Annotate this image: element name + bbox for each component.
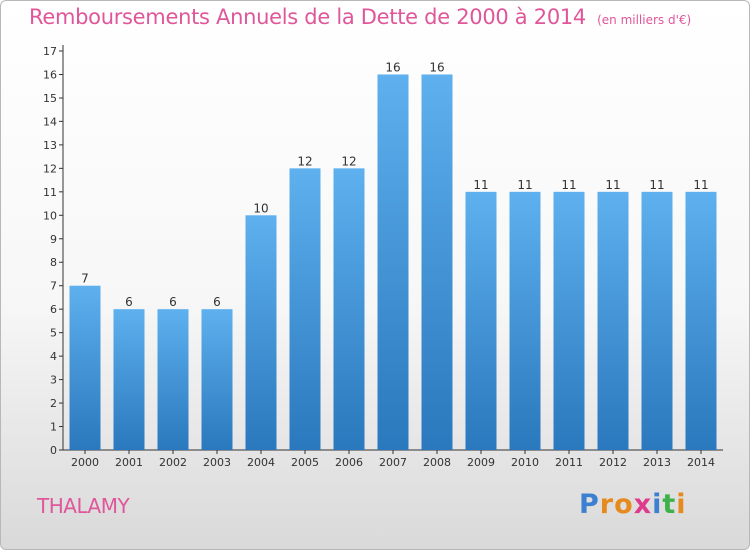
logo-letter: i bbox=[652, 489, 663, 520]
bar-value-label: 12 bbox=[341, 154, 356, 168]
chart-title: Remboursements Annuels de la Dette de 20… bbox=[29, 5, 691, 29]
bar-value-label: 6 bbox=[169, 295, 177, 309]
y-tick-label: 4 bbox=[50, 350, 57, 363]
bar bbox=[597, 191, 629, 450]
bar-value-label: 11 bbox=[473, 178, 488, 192]
x-tick-label: 2006 bbox=[335, 456, 363, 469]
x-tick-label: 2003 bbox=[203, 456, 231, 469]
y-tick-label: 8 bbox=[50, 256, 57, 269]
bar-value-label: 12 bbox=[297, 154, 312, 168]
bar bbox=[201, 309, 233, 450]
bar bbox=[157, 309, 189, 450]
bar-value-label: 10 bbox=[253, 201, 268, 215]
y-tick-label: 10 bbox=[43, 209, 57, 222]
bar-value-label: 11 bbox=[605, 178, 620, 192]
x-tick-label: 2011 bbox=[555, 456, 583, 469]
bar-value-label: 6 bbox=[125, 295, 133, 309]
y-tick-label: 13 bbox=[43, 139, 57, 152]
bar-value-label: 16 bbox=[385, 60, 400, 74]
logo-letter: x bbox=[633, 489, 653, 520]
bar-value-label: 7 bbox=[81, 272, 89, 286]
y-tick-label: 9 bbox=[50, 233, 57, 246]
y-tick-label: 2 bbox=[50, 397, 57, 410]
x-tick-label: 2007 bbox=[379, 456, 407, 469]
bar bbox=[289, 168, 321, 450]
x-tick-label: 2012 bbox=[599, 456, 627, 469]
unit-label: (en milliers d'€) bbox=[597, 13, 692, 27]
x-tick-label: 2000 bbox=[71, 456, 99, 469]
bar bbox=[465, 191, 497, 450]
bar-value-label: 6 bbox=[213, 295, 221, 309]
x-tick-label: 2009 bbox=[467, 456, 495, 469]
logo-letter: o bbox=[614, 489, 634, 520]
x-tick-label: 2010 bbox=[511, 456, 539, 469]
y-tick-label: 0 bbox=[50, 444, 57, 457]
bar bbox=[69, 285, 101, 450]
bar-value-label: 16 bbox=[429, 60, 444, 74]
bar-value-label: 11 bbox=[693, 178, 708, 192]
logo-letter: t bbox=[662, 489, 677, 520]
title-text: Remboursements Annuels de la Dette de 20… bbox=[29, 5, 586, 29]
y-tick-label: 7 bbox=[50, 280, 57, 293]
bar bbox=[685, 191, 717, 450]
proxiti-logo: Proxiti bbox=[579, 489, 687, 520]
bar bbox=[333, 168, 365, 450]
x-tick-label: 2013 bbox=[643, 456, 671, 469]
logo-letter: i bbox=[676, 489, 687, 520]
y-tick-label: 6 bbox=[50, 303, 57, 316]
y-tick-label: 16 bbox=[43, 68, 57, 81]
bar bbox=[509, 191, 541, 450]
logo-letter: r bbox=[599, 489, 615, 520]
bar-value-label: 11 bbox=[517, 178, 532, 192]
bar bbox=[377, 74, 409, 451]
x-tick-label: 2002 bbox=[159, 456, 187, 469]
y-tick-label: 15 bbox=[43, 92, 57, 105]
bar bbox=[113, 309, 145, 450]
y-tick-label: 17 bbox=[43, 45, 57, 58]
bar bbox=[553, 191, 585, 450]
y-tick-label: 5 bbox=[50, 327, 57, 340]
y-tick-label: 12 bbox=[43, 162, 57, 175]
y-tick-label: 14 bbox=[43, 115, 57, 128]
y-tick-label: 11 bbox=[43, 186, 57, 199]
bar bbox=[245, 215, 277, 450]
x-tick-label: 2014 bbox=[687, 456, 715, 469]
commune-name: THALAMY bbox=[37, 494, 130, 518]
x-tick-label: 2005 bbox=[291, 456, 319, 469]
x-tick-label: 2008 bbox=[423, 456, 451, 469]
bar bbox=[421, 74, 453, 451]
y-tick-label: 3 bbox=[50, 374, 57, 387]
bar bbox=[641, 191, 673, 450]
logo-letter: P bbox=[579, 489, 600, 520]
x-tick-label: 2001 bbox=[115, 456, 143, 469]
bar-value-label: 11 bbox=[649, 178, 664, 192]
x-tick-label: 2004 bbox=[247, 456, 275, 469]
bar-value-label: 11 bbox=[561, 178, 576, 192]
y-tick-label: 1 bbox=[50, 421, 57, 434]
